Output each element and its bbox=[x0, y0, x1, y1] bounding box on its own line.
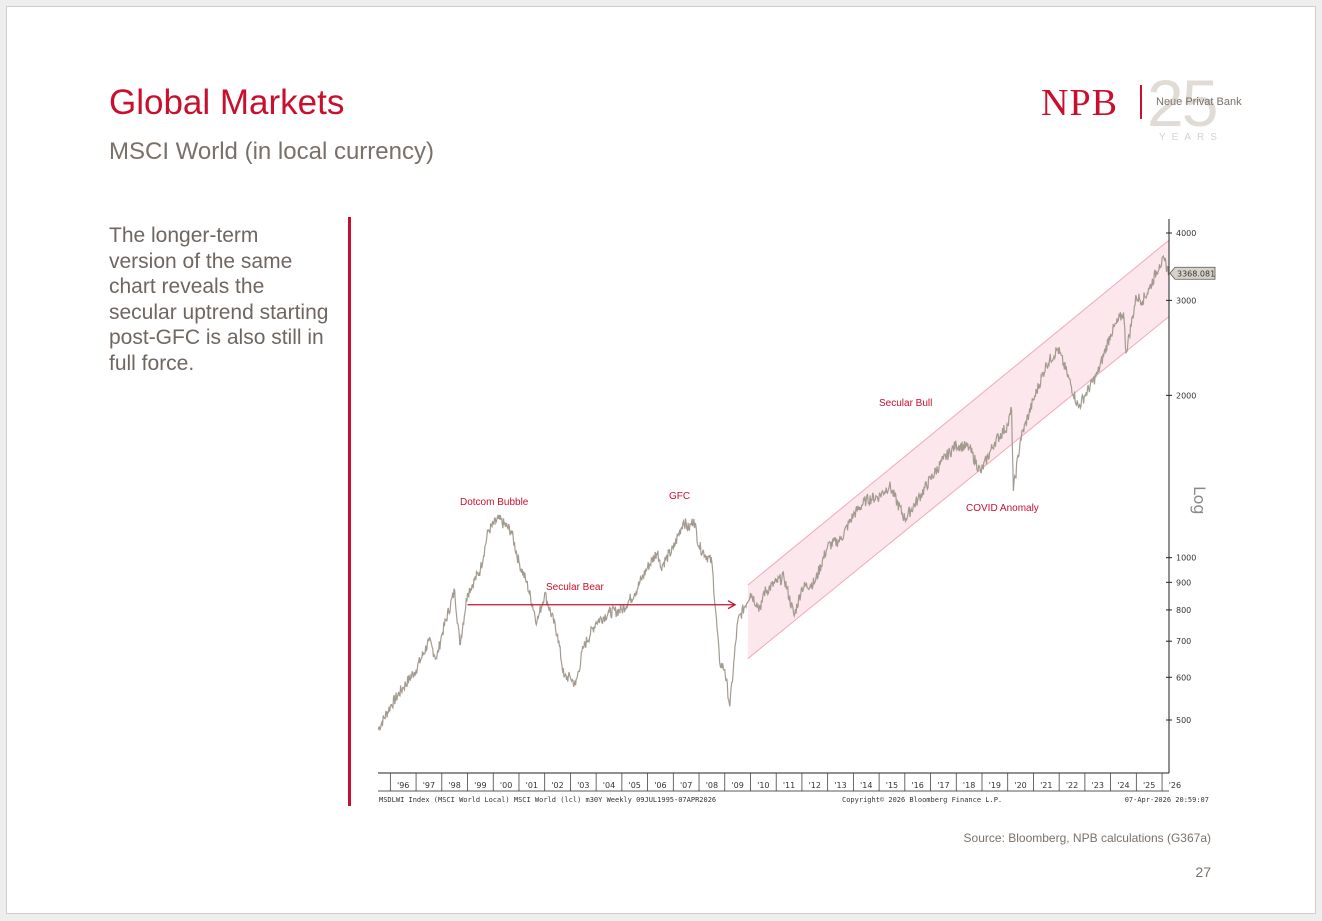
x-tick-label: '96 bbox=[397, 781, 409, 790]
logo-anniversary: 25 bbox=[1147, 66, 1218, 140]
price-series-line bbox=[377, 254, 1170, 731]
y-tick-label: 900 bbox=[1176, 578, 1191, 587]
x-tick-label: '05 bbox=[629, 781, 641, 790]
x-tick-label: '23 bbox=[1092, 781, 1104, 790]
y-tick-label: 600 bbox=[1176, 673, 1191, 682]
channel-lower-line bbox=[747, 316, 1170, 659]
x-tick-label: '06 bbox=[654, 781, 666, 790]
x-tick-label: '17 bbox=[937, 781, 949, 790]
x-tick-label: '25 bbox=[1143, 781, 1155, 790]
y-tick-label: 800 bbox=[1176, 606, 1191, 615]
x-tick-label: '13 bbox=[834, 781, 846, 790]
secular-bull-label: Secular Bull bbox=[879, 398, 932, 409]
x-tick-label: '07 bbox=[680, 781, 692, 790]
last-value-tag bbox=[1169, 266, 1216, 280]
x-tick-label: '01 bbox=[526, 781, 538, 790]
y-tick-label: 700 bbox=[1176, 637, 1191, 646]
source-note: Source: Bloomberg, NPB calculations (G36… bbox=[963, 831, 1211, 845]
x-tick-label: '03 bbox=[577, 781, 589, 790]
accent-divider bbox=[348, 217, 351, 806]
secular-bear-label: Secular Bear bbox=[546, 582, 604, 593]
x-tick-label: '12 bbox=[809, 781, 821, 790]
chart-copyright: Copyright© 2026 Bloomberg Finance L.P. bbox=[842, 796, 1002, 804]
chart-series-description: MSDLWI Index (MSCI World Local) MSCI Wor… bbox=[379, 796, 716, 804]
y-tick-label: 1000 bbox=[1176, 554, 1196, 563]
x-tick-label: '98 bbox=[448, 781, 460, 790]
x-tick-label: '99 bbox=[474, 781, 486, 790]
x-tick-label: '15 bbox=[886, 781, 898, 790]
slide: Global Markets MSCI World (in local curr… bbox=[6, 6, 1316, 914]
page-subtitle: MSCI World (in local currency) bbox=[109, 138, 434, 165]
x-tick-label: '20 bbox=[1014, 781, 1026, 790]
y-tick-label: 500 bbox=[1176, 716, 1191, 725]
npb-logo: 25 NPB Neue Privat Bank YEARS bbox=[1041, 66, 1242, 147]
logo-bank-name: Neue Privat Bank bbox=[1156, 96, 1242, 108]
y-tick-label: 2000 bbox=[1176, 391, 1196, 400]
commentary-text: The longer-term version of the same char… bbox=[109, 224, 329, 375]
last-value-label: 3368.081 bbox=[1177, 269, 1215, 278]
secular-bear-arrowhead bbox=[727, 600, 737, 610]
x-tick-label: '10 bbox=[757, 781, 769, 790]
y-tick-label: 3000 bbox=[1176, 296, 1196, 305]
msci-world-chart: Dotcom Bubble GFC Secular Bear Secular Bull… bbox=[377, 219, 1216, 804]
x-tick-label: '22 bbox=[1066, 781, 1078, 790]
logo-divider bbox=[1140, 85, 1142, 119]
x-tick-label: '97 bbox=[423, 781, 435, 790]
page-number: 27 bbox=[1195, 864, 1211, 880]
x-tick-label: '00 bbox=[500, 781, 512, 790]
covid-anomaly-label: COVID Anomaly bbox=[966, 503, 1039, 514]
x-tick-label: '04 bbox=[603, 781, 615, 790]
x-tick-label: '14 bbox=[860, 781, 872, 790]
y-axis-scale-label: Log bbox=[1190, 486, 1209, 515]
x-tick-label: '18 bbox=[963, 781, 975, 790]
x-tick-label: '21 bbox=[1040, 781, 1052, 790]
y-tick-label: 4000 bbox=[1176, 229, 1196, 238]
logo-years: YEARS bbox=[1159, 132, 1223, 143]
dotcom-bubble-label: Dotcom Bubble bbox=[460, 497, 529, 508]
channel-upper-line bbox=[747, 239, 1170, 586]
x-tick-label: '16 bbox=[911, 781, 923, 790]
x-tick-label: '26 bbox=[1169, 781, 1181, 790]
x-tick-label: '08 bbox=[706, 781, 718, 790]
chart-timestamp: 07-Apr-2026 20:59:07 bbox=[1125, 796, 1209, 804]
x-tick-label: '02 bbox=[551, 781, 563, 790]
x-tick-label: '09 bbox=[731, 781, 743, 790]
x-tick-label: '19 bbox=[989, 781, 1001, 790]
page-title: Global Markets bbox=[109, 83, 345, 122]
logo-brand: NPB bbox=[1041, 82, 1118, 124]
gfc-label: GFC bbox=[669, 491, 690, 502]
x-tick-label: '11 bbox=[783, 781, 795, 790]
x-tick-label: '24 bbox=[1117, 781, 1129, 790]
